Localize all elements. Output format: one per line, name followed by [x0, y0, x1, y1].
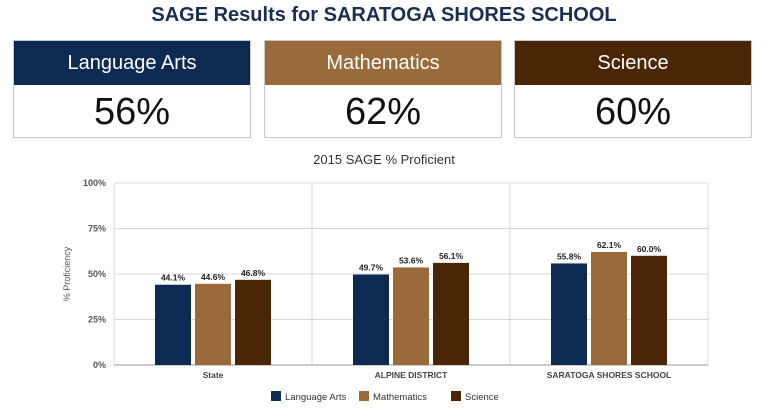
data-label: 49.7% [359, 263, 384, 273]
bar [631, 255, 667, 365]
legend-swatch [451, 391, 461, 401]
card-mathematics-label: Mathematics [265, 41, 501, 85]
bar [433, 262, 469, 365]
card-science-label: Science [515, 41, 751, 85]
chart-title: 2015 SAGE % Proficient [313, 152, 455, 167]
bar [591, 251, 627, 365]
page-title: SAGE Results for SARATOGA SHORES SCHOOL [151, 4, 617, 26]
card-mathematics-value: 62% [344, 91, 422, 133]
card-science: Science 60% [514, 40, 752, 138]
y-tick-label: 100% [83, 178, 106, 188]
card-language-arts-value: 56% [93, 91, 171, 133]
bar-chart: 0% 25% 50% 75% 100% % Proficiency 44.1% 44.6% 46… [62, 178, 709, 403]
x-tick-label: State [203, 370, 224, 380]
y-tick-label: 25% [88, 315, 106, 325]
y-tick-label: 0% [93, 360, 106, 370]
bar [551, 263, 587, 365]
bar [353, 274, 389, 365]
y-tick-label: 75% [88, 224, 106, 234]
bar [235, 279, 271, 365]
bar [155, 284, 191, 365]
y-tick-label: 50% [88, 269, 106, 279]
x-tick-label: ALPINE DISTRICT [375, 370, 449, 380]
legend-label: Science [465, 392, 499, 403]
y-axis-title: % Proficiency [62, 246, 72, 301]
legend-swatch [359, 391, 369, 401]
legend-swatch [271, 391, 281, 401]
bar [195, 283, 231, 365]
data-label: 60.0% [637, 244, 662, 254]
bar [393, 267, 429, 365]
card-language-arts-label: Language Arts [14, 41, 250, 85]
data-label: 55.8% [557, 251, 582, 261]
x-tick-label: SARATOGA SHORES SCHOOL [547, 370, 672, 380]
legend-label: Language Arts [285, 392, 347, 403]
legend-label: Mathematics [373, 392, 427, 403]
data-label: 46.8% [241, 268, 266, 278]
data-label: 44.6% [201, 272, 226, 282]
card-language-arts: Language Arts 56% [13, 40, 251, 138]
data-label: 44.1% [161, 273, 186, 283]
data-label: 53.6% [399, 255, 424, 265]
data-label: 56.1% [439, 251, 464, 261]
card-mathematics: Mathematics 62% [264, 40, 502, 138]
card-science-value: 60% [594, 91, 672, 133]
data-label: 62.1% [597, 240, 622, 250]
